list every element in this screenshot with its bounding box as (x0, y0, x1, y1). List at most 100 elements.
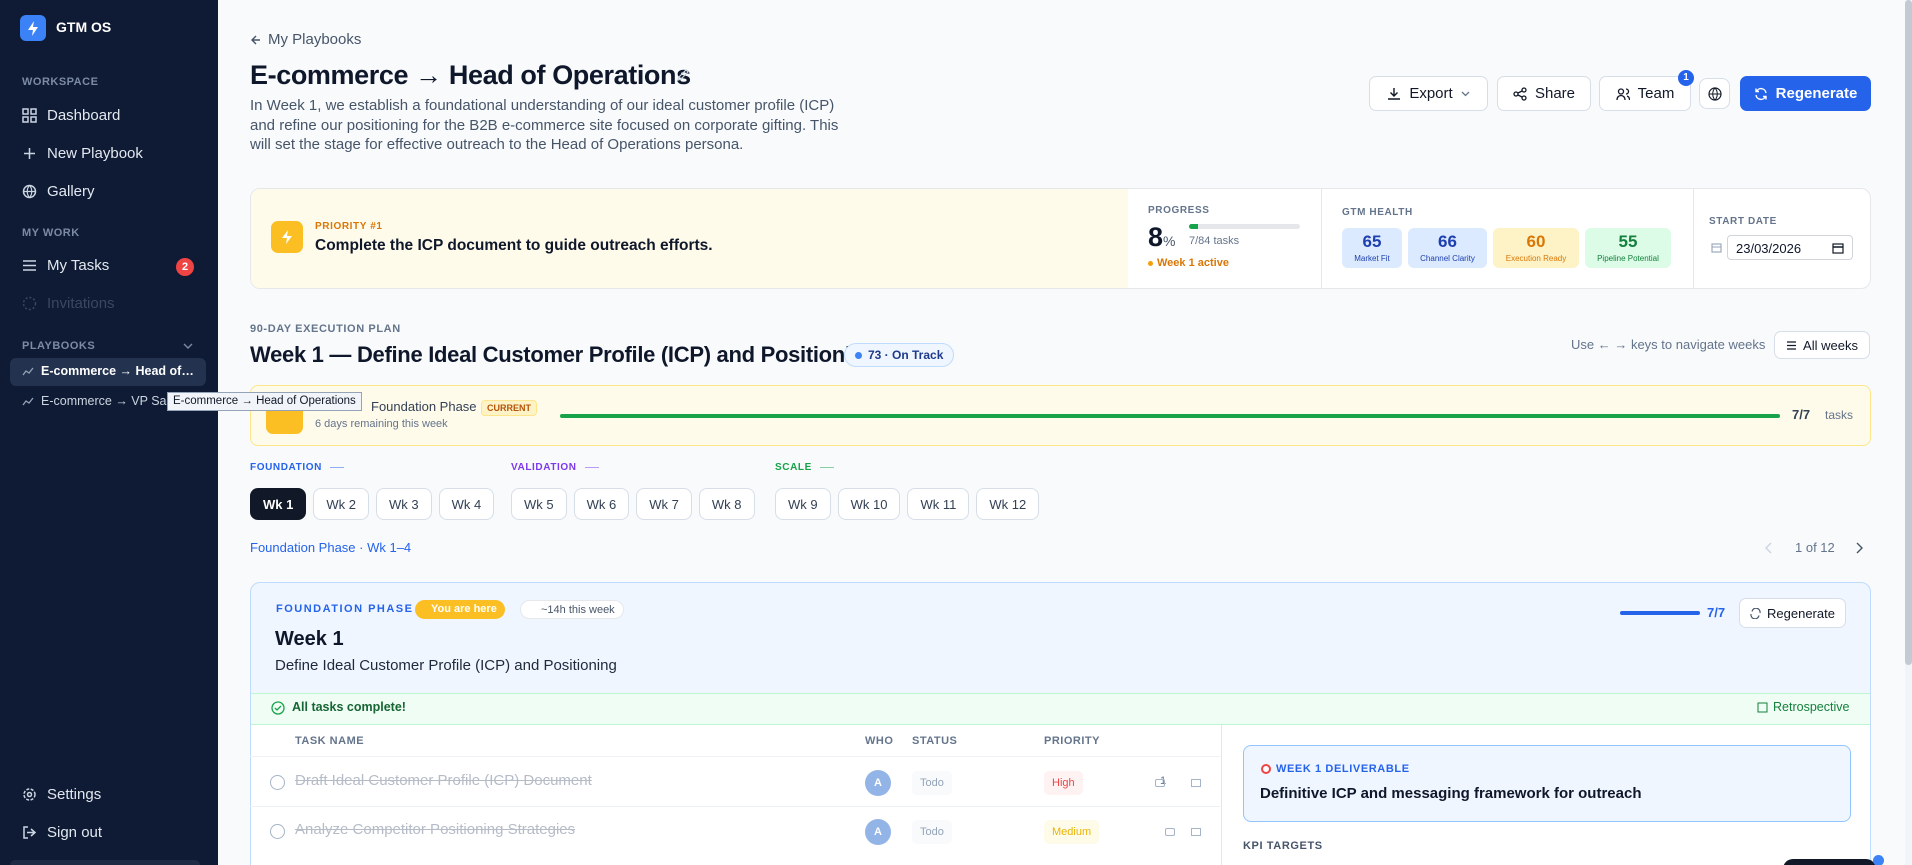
status-pill[interactable]: Todo (912, 771, 952, 795)
status-badge: 73 · On Track (844, 343, 955, 367)
banner-remaining: 6 days remaining this week (315, 418, 448, 430)
icon (22, 367, 34, 376)
health-box: 55 Pipeline Potential (1585, 228, 1671, 268)
section-label: MY WORK (22, 227, 80, 239)
language-button[interactable] (1699, 78, 1730, 109)
priority-pill[interactable]: High (1044, 771, 1083, 795)
task-check[interactable] (270, 775, 285, 790)
table-header: STATUS (912, 735, 958, 747)
icon (23, 826, 37, 839)
dot (1148, 260, 1153, 266)
week-pill[interactable]: Wk 10 (837, 488, 901, 520)
section-label: PLAYBOOKS (22, 340, 96, 352)
button-label: Regenerate (1775, 85, 1858, 102)
progress-unit: % (1163, 233, 1176, 249)
icon (1757, 702, 1768, 712)
date-input[interactable]: 23/03/2026 (1727, 235, 1853, 260)
nav-item[interactable]: Sign out (22, 824, 102, 841)
week-pill[interactable]: Wk 7 (636, 488, 692, 520)
team-button[interactable]: Team (1599, 76, 1691, 111)
link-text: Retrospective (1773, 700, 1850, 714)
nav-label: Dashboard (47, 107, 121, 124)
logo (20, 15, 46, 41)
page-title: E-commerce → Head of Operations (250, 60, 691, 90)
nav-item[interactable]: My Tasks (22, 257, 109, 274)
status-text: Week 1 active (1157, 257, 1229, 269)
row-divider (250, 806, 1220, 807)
all-weeks-button[interactable]: All weeks (1774, 331, 1870, 359)
week-pill[interactable]: Wk 9 (775, 488, 831, 520)
notification-dot (1873, 855, 1884, 865)
icon (1787, 340, 1797, 350)
deliverable-box (1243, 745, 1851, 822)
progress-status: Week 1 active (1148, 257, 1229, 269)
nav-item[interactable]: New Playbook (22, 145, 143, 162)
edit-icon (677, 69, 689, 81)
nav-item[interactable]: Dashboard (22, 107, 120, 124)
regenerate-button[interactable]: Regenerate (1740, 76, 1871, 111)
week-pill[interactable]: Wk 8 (698, 488, 755, 520)
week-pill[interactable]: Wk 5 (511, 488, 567, 520)
week-phase: FOUNDATION PHASE (276, 603, 414, 615)
comment-count[interactable]: 1 (1160, 775, 1167, 787)
breadcrumb[interactable]: My Playbooks (268, 31, 362, 48)
nav-item[interactable]: Gallery (22, 183, 95, 200)
icon (22, 184, 37, 199)
week-group: Wk 9 Wk 10 Wk 11 Wk 12 (775, 488, 1040, 520)
scrollbar (1905, 0, 1912, 865)
status-pill[interactable]: Todo (912, 820, 952, 844)
week-pill[interactable]: Wk 11 (907, 488, 970, 520)
export-button[interactable]: Export (1369, 76, 1488, 111)
progress-fill (1189, 224, 1198, 229)
icon (23, 788, 36, 801)
phase-label: FOUNDATION (250, 462, 344, 473)
row-divider (250, 756, 1220, 757)
nav-item[interactable]: Invitations (22, 295, 115, 312)
progress-value: 8% (1148, 222, 1175, 253)
icon (22, 296, 37, 311)
notes-icon[interactable] (1191, 779, 1201, 787)
comment-icon[interactable] (1155, 779, 1165, 787)
icon (23, 260, 36, 271)
playbook-label[interactable]: E-commerce → VP Sa (41, 394, 167, 408)
logo-icon (28, 21, 38, 36)
week-title: Week 1 (275, 628, 344, 650)
week-pill[interactable]: Wk 2 (313, 488, 369, 520)
retrospective[interactable]: Retrospective (1757, 700, 1849, 714)
progress-number: 8 (1148, 222, 1164, 252)
phase-name: FOUNDATION (250, 462, 322, 473)
team-badge: 1 (1678, 70, 1694, 86)
prev-arrow[interactable] (1765, 542, 1773, 554)
check-icon (271, 701, 285, 715)
floating-button[interactable] (1783, 859, 1876, 865)
share-button[interactable]: Share (1497, 76, 1591, 111)
comment-icon[interactable] (1165, 828, 1175, 836)
progress-label: PROGRESS (1148, 205, 1210, 216)
nav-item[interactable]: Settings (22, 786, 101, 803)
chevron (183, 343, 193, 349)
icon (22, 397, 34, 406)
complete-strip (251, 693, 1870, 725)
week-pill[interactable]: Wk 12 (976, 488, 1040, 520)
week-regenerate[interactable]: Regenerate (1739, 598, 1846, 628)
rule (329, 467, 344, 468)
deliverable-text: Definitive ICP and messaging framework f… (1260, 785, 1642, 802)
button-label: Team (1637, 85, 1675, 102)
notes-icon[interactable] (1191, 828, 1201, 836)
week-pill[interactable]: Wk 4 (438, 488, 495, 520)
week-pill[interactable]: Wk 1 (250, 488, 307, 520)
task-check[interactable] (270, 824, 285, 839)
phase-name: SCALE (775, 462, 812, 473)
button-label: Export (1409, 85, 1453, 102)
task-name[interactable]: Draft Ideal Customer Profile (ICP) Docum… (295, 772, 592, 789)
next-arrow[interactable] (1855, 542, 1863, 554)
week-pill[interactable]: Wk 3 (375, 488, 432, 520)
priority-pill[interactable]: Medium (1044, 820, 1100, 844)
playbook-item-active[interactable] (10, 358, 206, 386)
icon (1513, 86, 1527, 101)
nav-label: Settings (47, 786, 102, 803)
task-name[interactable]: Analyze Competitor Positioning Strategie… (295, 821, 576, 838)
banner-count: 7/7 (1792, 407, 1811, 422)
week-pill[interactable]: Wk 6 (573, 488, 630, 520)
